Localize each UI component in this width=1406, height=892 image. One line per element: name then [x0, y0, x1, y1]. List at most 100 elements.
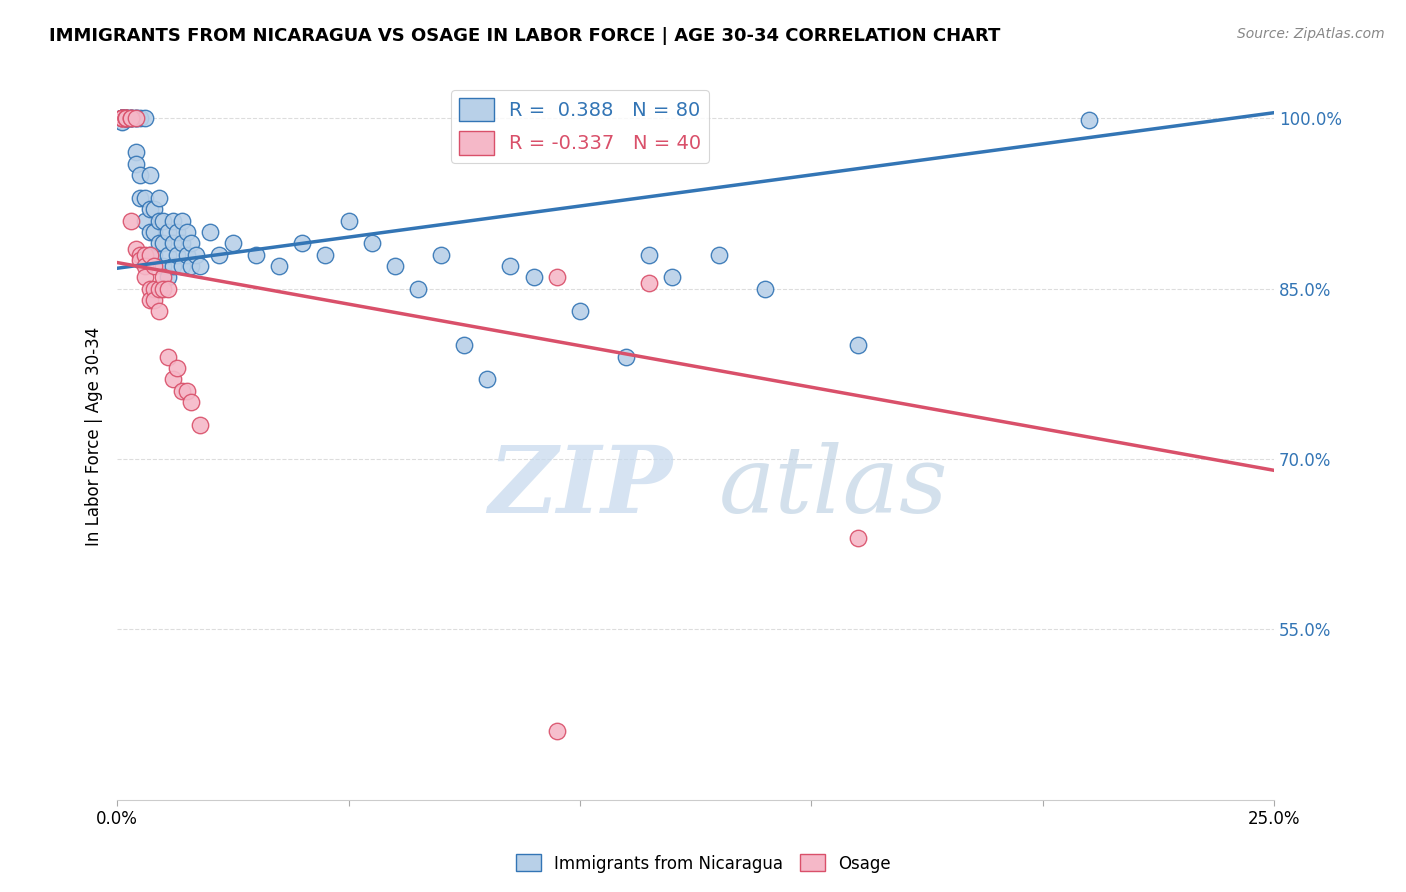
Point: [129, 112, 152, 126]
Point: [138, 168, 160, 182]
Point: [152, 236, 174, 251]
Point: [176, 384, 198, 398]
Point: [152, 213, 174, 227]
Point: [208, 247, 231, 261]
Point: [125, 112, 148, 126]
Point: [184, 247, 207, 261]
Point: [120, 112, 142, 126]
Text: ZIP: ZIP: [488, 442, 672, 533]
Point: [190, 259, 212, 273]
Point: [180, 395, 202, 409]
Point: [162, 372, 184, 386]
Point: [661, 270, 683, 285]
Point: [190, 417, 212, 432]
Point: [138, 282, 160, 296]
Point: [115, 112, 138, 126]
Point: [157, 282, 180, 296]
Point: [115, 112, 138, 126]
Point: [111, 112, 134, 126]
Point: [148, 282, 170, 296]
Point: [846, 338, 869, 352]
Point: [157, 225, 180, 239]
Point: [1077, 112, 1099, 127]
Point: [115, 112, 138, 126]
Point: [115, 112, 138, 126]
Point: [546, 724, 568, 739]
Point: [120, 213, 142, 227]
Point: [166, 247, 188, 261]
Point: [198, 225, 221, 239]
Point: [337, 213, 360, 227]
Point: [170, 259, 193, 273]
Point: [111, 112, 134, 126]
Point: [180, 259, 202, 273]
Point: [846, 532, 869, 546]
Point: [707, 247, 730, 261]
Point: [115, 112, 138, 126]
Point: [134, 247, 156, 261]
Point: [120, 112, 142, 126]
Point: [170, 213, 193, 227]
Point: [111, 112, 134, 126]
Point: [157, 270, 180, 285]
Text: atlas: atlas: [718, 442, 948, 533]
Point: [120, 112, 142, 126]
Point: [111, 113, 134, 128]
Point: [176, 225, 198, 239]
Point: [546, 270, 568, 285]
Point: [111, 112, 134, 126]
Point: [143, 202, 166, 217]
Point: [125, 157, 148, 171]
Point: [134, 213, 156, 227]
Point: [269, 259, 291, 273]
Point: [638, 247, 661, 261]
Legend: Immigrants from Nicaragua, Osage: Immigrants from Nicaragua, Osage: [509, 847, 897, 880]
Point: [125, 145, 148, 160]
Point: [499, 259, 522, 273]
Point: [638, 276, 661, 290]
Point: [453, 338, 475, 352]
Point: [134, 259, 156, 273]
Point: [148, 213, 170, 227]
Point: [120, 112, 142, 126]
Point: [143, 225, 166, 239]
Point: [291, 236, 314, 251]
Point: [222, 236, 245, 251]
Point: [111, 112, 134, 126]
Point: [134, 270, 156, 285]
Point: [111, 112, 134, 126]
Point: [129, 191, 152, 205]
Point: [134, 191, 156, 205]
Point: [614, 350, 637, 364]
Point: [180, 236, 202, 251]
Point: [129, 168, 152, 182]
Point: [125, 112, 148, 126]
Point: [162, 259, 184, 273]
Point: [138, 225, 160, 239]
Point: [111, 112, 134, 126]
Text: Source: ZipAtlas.com: Source: ZipAtlas.com: [1237, 27, 1385, 41]
Legend: R =  0.388   N = 80, R = -0.337   N = 40: R = 0.388 N = 80, R = -0.337 N = 40: [451, 90, 709, 162]
Point: [115, 112, 138, 126]
Point: [523, 270, 546, 285]
Point: [111, 112, 134, 126]
Point: [138, 293, 160, 307]
Point: [138, 247, 160, 261]
Point: [143, 293, 166, 307]
Point: [406, 282, 429, 296]
Point: [143, 282, 166, 296]
Point: [120, 112, 142, 126]
Text: IMMIGRANTS FROM NICARAGUA VS OSAGE IN LABOR FORCE | AGE 30-34 CORRELATION CHART: IMMIGRANTS FROM NICARAGUA VS OSAGE IN LA…: [49, 27, 1001, 45]
Point: [754, 282, 776, 296]
Point: [148, 236, 170, 251]
Point: [148, 304, 170, 318]
Point: [430, 247, 453, 261]
Point: [129, 247, 152, 261]
Point: [176, 247, 198, 261]
Point: [143, 247, 166, 261]
Point: [170, 384, 193, 398]
Point: [477, 372, 499, 386]
Point: [138, 247, 160, 261]
Point: [125, 112, 148, 126]
Point: [143, 259, 166, 273]
